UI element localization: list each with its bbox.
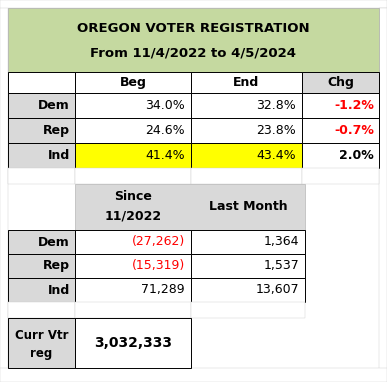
Text: Curr Vtr: Curr Vtr bbox=[15, 329, 68, 342]
Text: reg: reg bbox=[30, 348, 53, 361]
Bar bbox=[191, 168, 302, 184]
Bar bbox=[191, 230, 305, 254]
Bar bbox=[0, 0, 8, 382]
Bar bbox=[75, 318, 191, 368]
Text: Ind: Ind bbox=[48, 149, 70, 162]
Text: -1.2%: -1.2% bbox=[334, 99, 374, 112]
Text: From 11/4/2022 to 4/5/2024: From 11/4/2022 to 4/5/2024 bbox=[91, 46, 296, 59]
Text: 2.0%: 2.0% bbox=[339, 149, 374, 162]
Bar bbox=[191, 93, 302, 118]
Bar bbox=[379, 8, 387, 382]
Bar bbox=[191, 143, 302, 168]
Bar bbox=[191, 302, 305, 318]
Bar bbox=[302, 72, 379, 93]
Bar bbox=[191, 254, 305, 278]
Bar bbox=[302, 118, 379, 143]
Text: (27,262): (27,262) bbox=[132, 235, 185, 249]
Text: 32.8%: 32.8% bbox=[256, 99, 296, 112]
Text: Beg: Beg bbox=[120, 76, 146, 89]
Text: 11/2022: 11/2022 bbox=[104, 210, 161, 223]
Text: 13,607: 13,607 bbox=[255, 283, 299, 296]
Bar bbox=[302, 168, 379, 184]
Text: Rep: Rep bbox=[43, 124, 70, 137]
Bar bbox=[191, 118, 302, 143]
Bar bbox=[8, 143, 75, 168]
Bar bbox=[191, 278, 305, 302]
Bar bbox=[8, 254, 75, 278]
Bar bbox=[8, 93, 75, 118]
Text: 1,537: 1,537 bbox=[263, 259, 299, 272]
Bar bbox=[0, 368, 387, 382]
Bar bbox=[8, 302, 75, 318]
Bar bbox=[302, 93, 379, 118]
Text: OREGON VOTER REGISTRATION: OREGON VOTER REGISTRATION bbox=[77, 22, 310, 35]
Text: Chg: Chg bbox=[327, 76, 354, 89]
Bar bbox=[8, 278, 75, 302]
Bar bbox=[8, 318, 75, 368]
Bar bbox=[8, 8, 379, 72]
Text: 41.4%: 41.4% bbox=[146, 149, 185, 162]
Bar bbox=[75, 302, 191, 318]
Text: End: End bbox=[233, 76, 260, 89]
Text: 71,289: 71,289 bbox=[141, 283, 185, 296]
Bar bbox=[75, 168, 191, 184]
Text: Dem: Dem bbox=[38, 235, 70, 249]
Text: 24.6%: 24.6% bbox=[146, 124, 185, 137]
Text: 23.8%: 23.8% bbox=[256, 124, 296, 137]
Bar bbox=[75, 230, 191, 254]
Bar bbox=[0, 0, 387, 8]
Text: -0.7%: -0.7% bbox=[334, 124, 374, 137]
Bar bbox=[75, 72, 191, 93]
Text: 43.4%: 43.4% bbox=[256, 149, 296, 162]
Bar bbox=[8, 72, 75, 93]
Bar bbox=[75, 254, 191, 278]
Text: Rep: Rep bbox=[43, 259, 70, 272]
Text: Dem: Dem bbox=[38, 99, 70, 112]
Text: Ind: Ind bbox=[48, 283, 70, 296]
Bar bbox=[191, 72, 302, 93]
Bar bbox=[8, 118, 75, 143]
Text: (15,319): (15,319) bbox=[132, 259, 185, 272]
Bar bbox=[75, 278, 191, 302]
Bar bbox=[8, 230, 75, 254]
Bar bbox=[8, 168, 75, 184]
Bar bbox=[75, 143, 191, 168]
Text: Since: Since bbox=[114, 190, 152, 203]
Text: 3,032,333: 3,032,333 bbox=[94, 336, 172, 350]
Bar bbox=[75, 184, 305, 230]
Text: 34.0%: 34.0% bbox=[145, 99, 185, 112]
Bar bbox=[75, 118, 191, 143]
Bar bbox=[302, 143, 379, 168]
Bar bbox=[75, 93, 191, 118]
Text: Last Month: Last Month bbox=[209, 201, 287, 214]
Text: 1,364: 1,364 bbox=[264, 235, 299, 249]
